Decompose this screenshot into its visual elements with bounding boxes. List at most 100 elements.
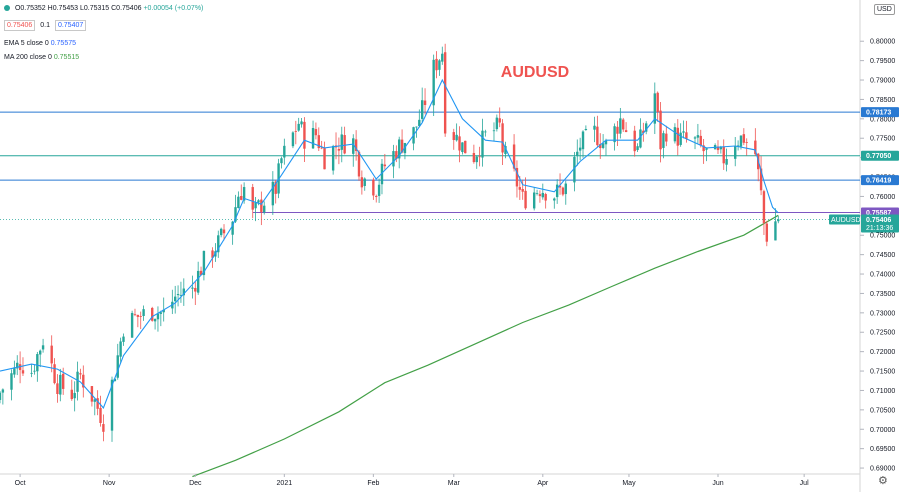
candle-body: [622, 119, 625, 130]
y-tick-label: 0.71500: [870, 369, 895, 376]
y-tick-label: 0.78000: [870, 116, 895, 123]
candle-body: [596, 126, 599, 146]
candle-body: [133, 314, 137, 316]
candle-body: [13, 367, 16, 375]
ema-label: EMA 5 close 0: [4, 40, 49, 47]
ema-legend[interactable]: EMA 5 close 0 0.75575: [4, 39, 76, 49]
candle-body: [39, 350, 42, 355]
ma200-series: [192, 214, 779, 478]
candle-body: [217, 235, 220, 253]
candle-body: [553, 198, 556, 201]
ask-button[interactable]: 0.75407: [54, 20, 87, 31]
level-tag: [861, 175, 899, 186]
candle-body: [642, 130, 645, 134]
candle-body: [639, 129, 642, 148]
candle-body: [573, 156, 576, 183]
candle-body: [725, 158, 728, 165]
candle-body: [173, 296, 177, 302]
candle-body: [257, 200, 260, 203]
candle-body: [662, 133, 665, 148]
candle-body: [544, 193, 547, 201]
candle-body: [423, 100, 427, 106]
ma-label: MA 200 close 0: [4, 54, 52, 61]
candle-body: [558, 185, 562, 188]
currency-button[interactable]: USD: [874, 4, 895, 15]
candle-body: [633, 130, 636, 152]
candle-body: [222, 229, 226, 234]
candle-body: [90, 386, 94, 402]
candle-body: [716, 146, 720, 151]
candle-body: [515, 167, 519, 187]
candle-body: [464, 140, 467, 154]
candle-body: [372, 179, 375, 196]
candle-body: [156, 313, 160, 320]
x-tick-label: Nov: [103, 480, 116, 487]
candle-body: [478, 156, 481, 158]
candle-body: [96, 398, 99, 409]
candle-body: [481, 130, 484, 158]
ohlc-open: O0.75352: [14, 5, 46, 12]
ma-legend[interactable]: MA 200 close 0 0.75515: [4, 53, 79, 63]
candle-body: [113, 378, 117, 382]
bid-button[interactable]: 0.75406: [4, 20, 36, 31]
chart-title: AUDUSD: [501, 64, 569, 81]
candle-body: [392, 151, 395, 167]
candle-body: [616, 126, 619, 134]
candle-body: [337, 148, 341, 151]
level-tag-label: 0.76419: [866, 178, 891, 185]
candle-body: [102, 424, 105, 432]
spread-value: 0.1: [40, 22, 50, 29]
candle-body: [398, 139, 401, 159]
candle-body: [56, 383, 59, 394]
level-tag: [861, 107, 899, 118]
y-tick-label: 0.69000: [870, 466, 895, 473]
candle-body: [151, 307, 154, 321]
y-tick-label: 0.70500: [870, 407, 895, 414]
candle-body: [79, 373, 82, 375]
candle-body: [314, 129, 318, 136]
x-tick-label: Mar: [448, 480, 461, 487]
candle-body: [484, 131, 487, 133]
candle-body: [320, 147, 323, 149]
candle-body: [644, 123, 648, 132]
x-tick-label: Apr: [537, 480, 549, 487]
candle-body: [665, 133, 668, 142]
candle-body: [682, 131, 685, 133]
candle-body: [380, 163, 384, 185]
candle-body: [555, 184, 559, 198]
candle-body: [581, 131, 585, 150]
candle-body: [176, 294, 180, 296]
y-tick-label: 0.73500: [870, 291, 895, 298]
candle-body: [699, 135, 702, 146]
ohlc-change: +0.00054 (+0.07%): [143, 5, 204, 12]
x-tick-label: Oct: [15, 480, 26, 487]
x-tick-label: Jul: [800, 480, 809, 487]
candle-body: [679, 132, 682, 145]
ema5-line: [0, 78, 779, 409]
candle-body: [136, 314, 140, 317]
candle-body: [340, 134, 343, 150]
candle-body: [76, 371, 79, 392]
level-tag-label: 0.78173: [866, 110, 891, 117]
candle-body: [280, 158, 283, 164]
candle-body: [1, 389, 5, 393]
candle-body: [441, 53, 444, 62]
gear-icon[interactable]: ⚙: [878, 475, 888, 487]
candle-body: [297, 123, 300, 131]
candle-body: [271, 181, 275, 206]
candle-body: [61, 373, 65, 389]
y-tick-label: 0.79000: [870, 78, 895, 85]
candle-body: [418, 119, 421, 126]
candle-body: [219, 228, 223, 236]
candle-body: [754, 140, 757, 155]
candle-body: [656, 92, 659, 112]
x-tick-label: Feb: [367, 480, 379, 487]
candle-body: [535, 193, 539, 194]
candle-body: [475, 156, 478, 163]
candle-body: [739, 135, 743, 147]
candle-body: [762, 191, 766, 224]
candle-body: [722, 146, 725, 164]
candle-body: [116, 355, 119, 378]
